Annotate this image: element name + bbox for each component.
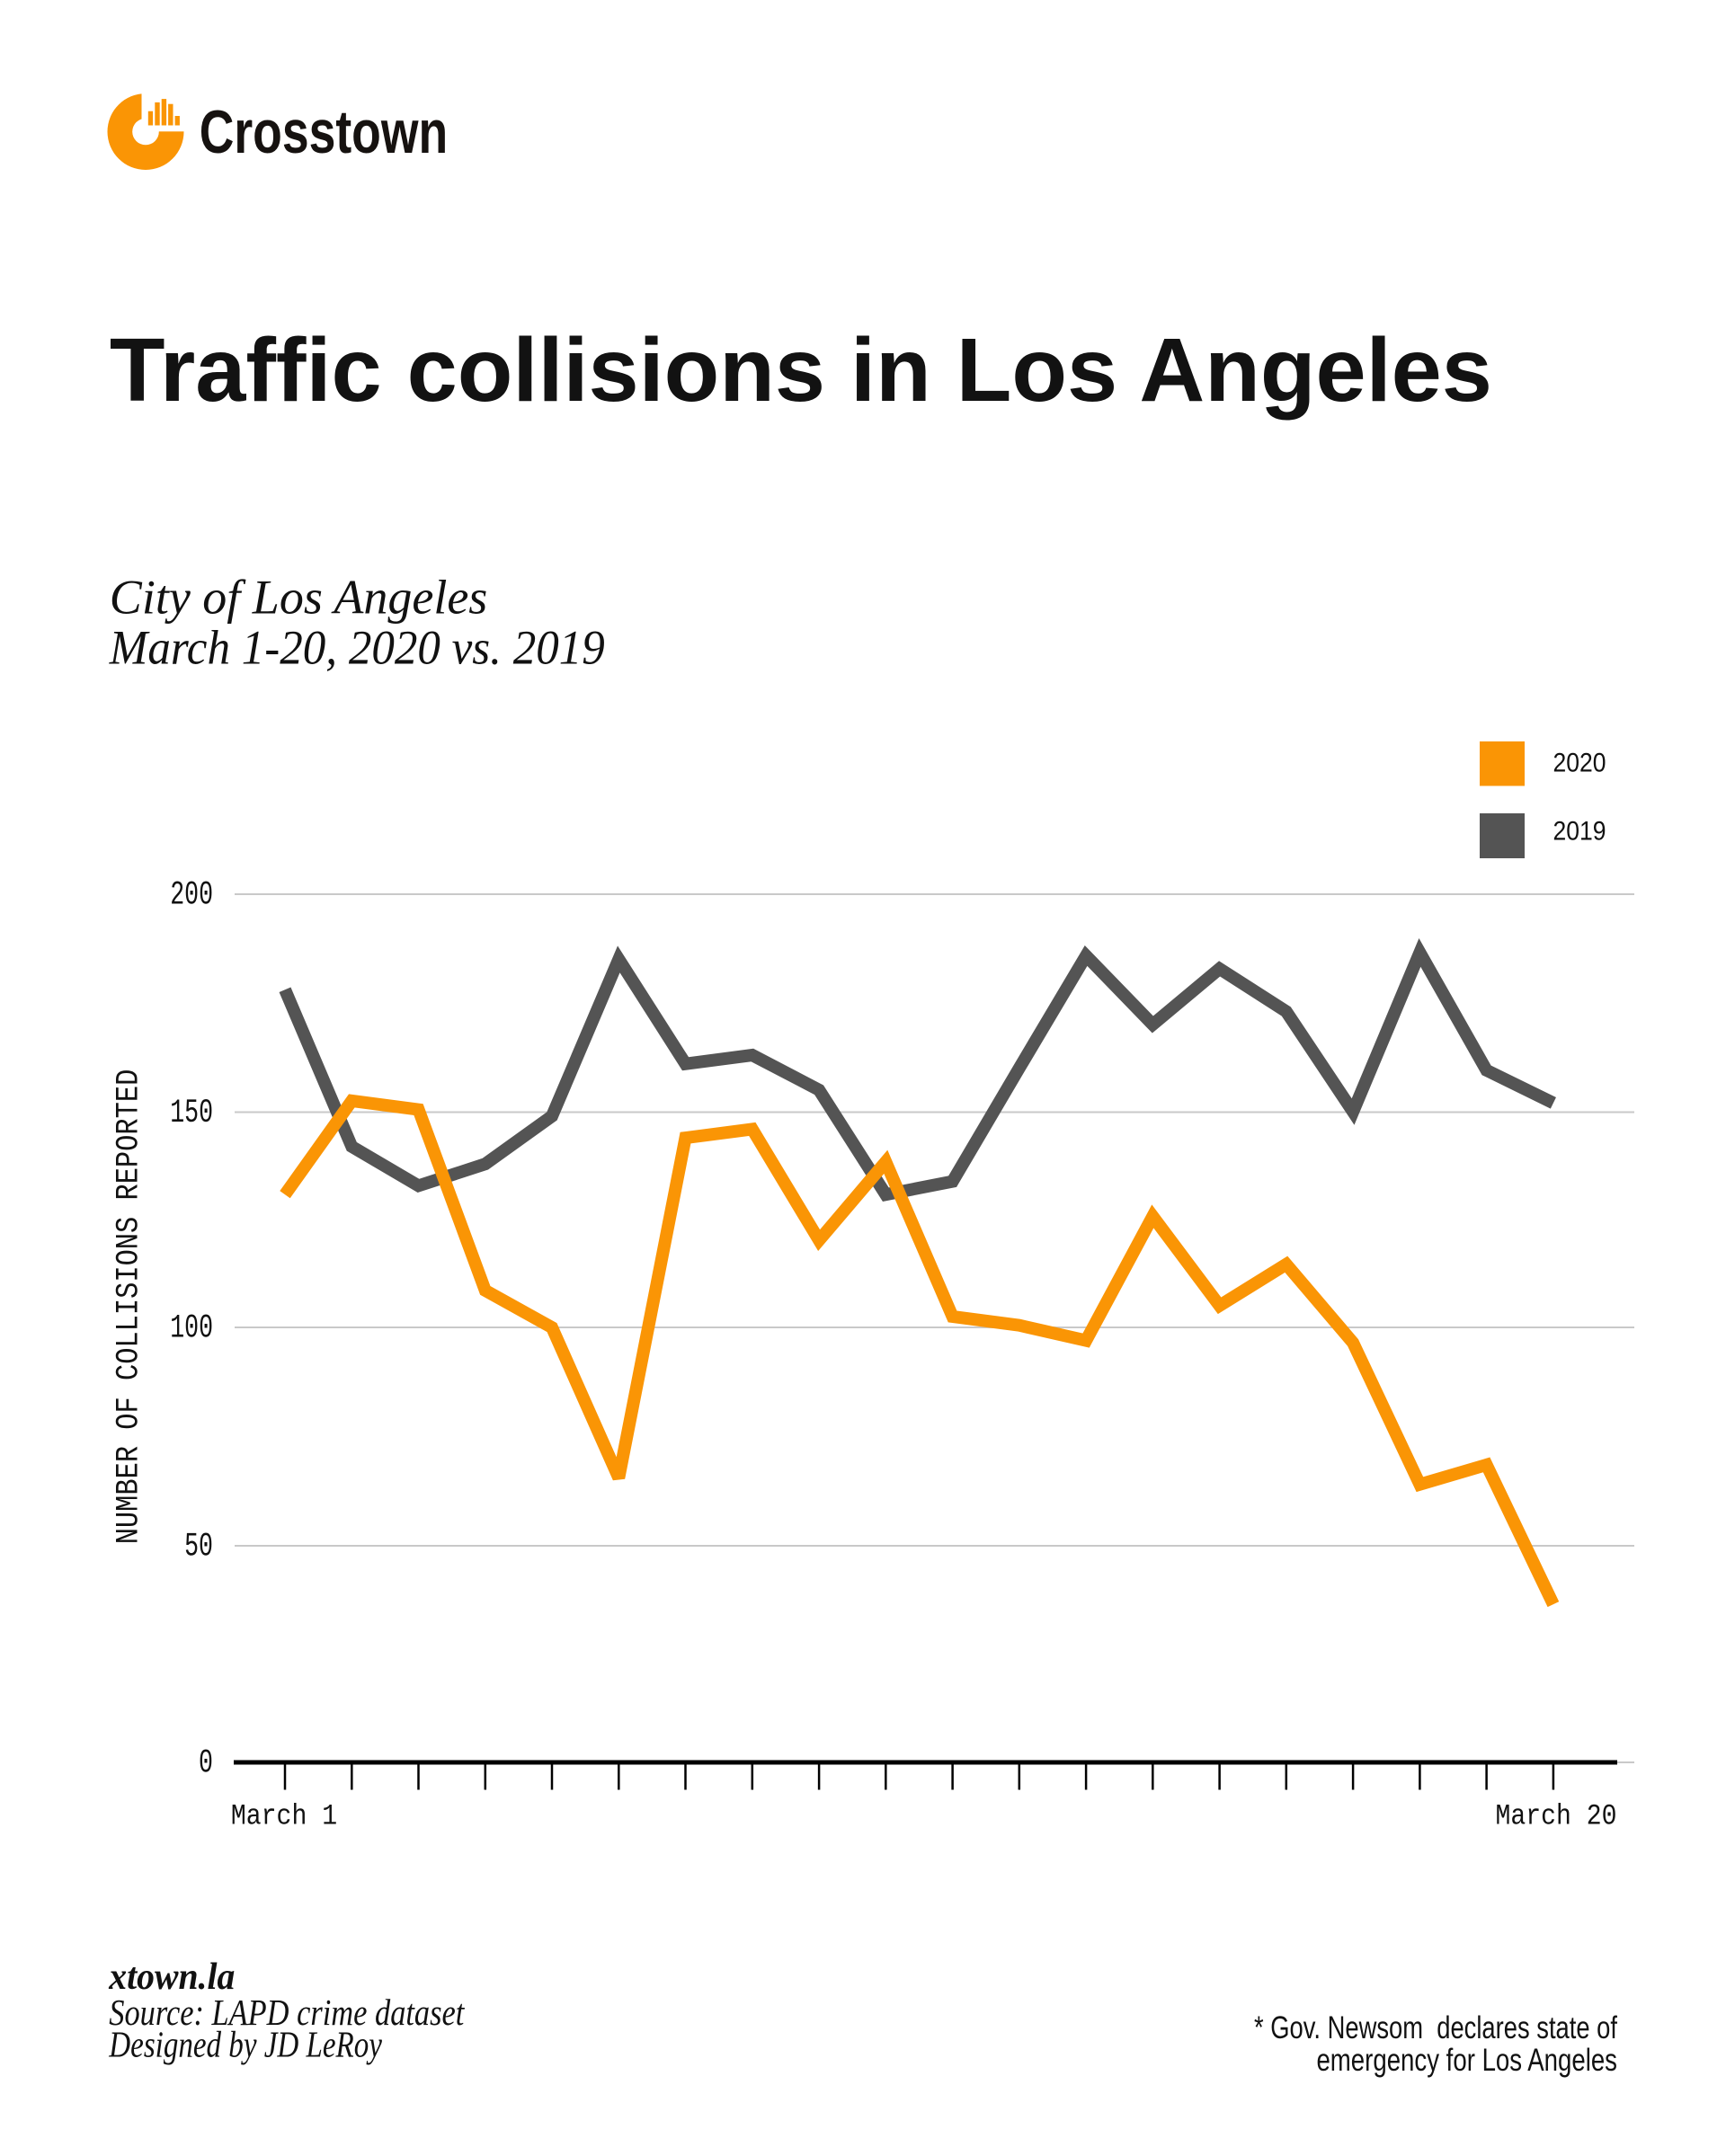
svg-text:xtown.la: xtown.la [108, 1956, 235, 1997]
svg-text:50: 50 [184, 1527, 213, 1566]
svg-text:March 1-20, 2020 vs. 2019: March 1-20, 2020 vs. 2019 [109, 621, 605, 675]
svg-text:Traffic collisions in Los Ange: Traffic collisions in Los Angeles [110, 320, 1492, 420]
svg-text:Crosstown: Crosstown [200, 98, 448, 166]
svg-text:200: 200 [170, 875, 213, 914]
svg-text:2019: 2019 [1553, 816, 1606, 847]
svg-text:Source: LAPD crime dataset: Source: LAPD crime dataset [109, 1992, 465, 2034]
svg-text:March 1: March 1 [231, 1801, 337, 1833]
svg-text:Designed by JD LeRoy: Designed by JD LeRoy [108, 2025, 382, 2065]
svg-text:City of Los Angeles: City of Los Angeles [110, 570, 488, 624]
svg-text:emergency for Los Angeles: emergency for Los Angeles [1316, 2042, 1617, 2078]
svg-text:* Gov. Newsom declares state: * Gov. Newsom declares state of [1254, 2010, 1617, 2045]
svg-text:150: 150 [170, 1094, 213, 1132]
svg-text:NUMBER OF COLLISIONS REPORTED: NUMBER OF COLLISIONS REPORTED [111, 1069, 147, 1545]
svg-text:0: 0 [199, 1743, 213, 1782]
svg-text:100: 100 [170, 1309, 213, 1347]
svg-text:2020: 2020 [1553, 748, 1606, 778]
svg-text:March 20: March 20 [1496, 1801, 1617, 1833]
